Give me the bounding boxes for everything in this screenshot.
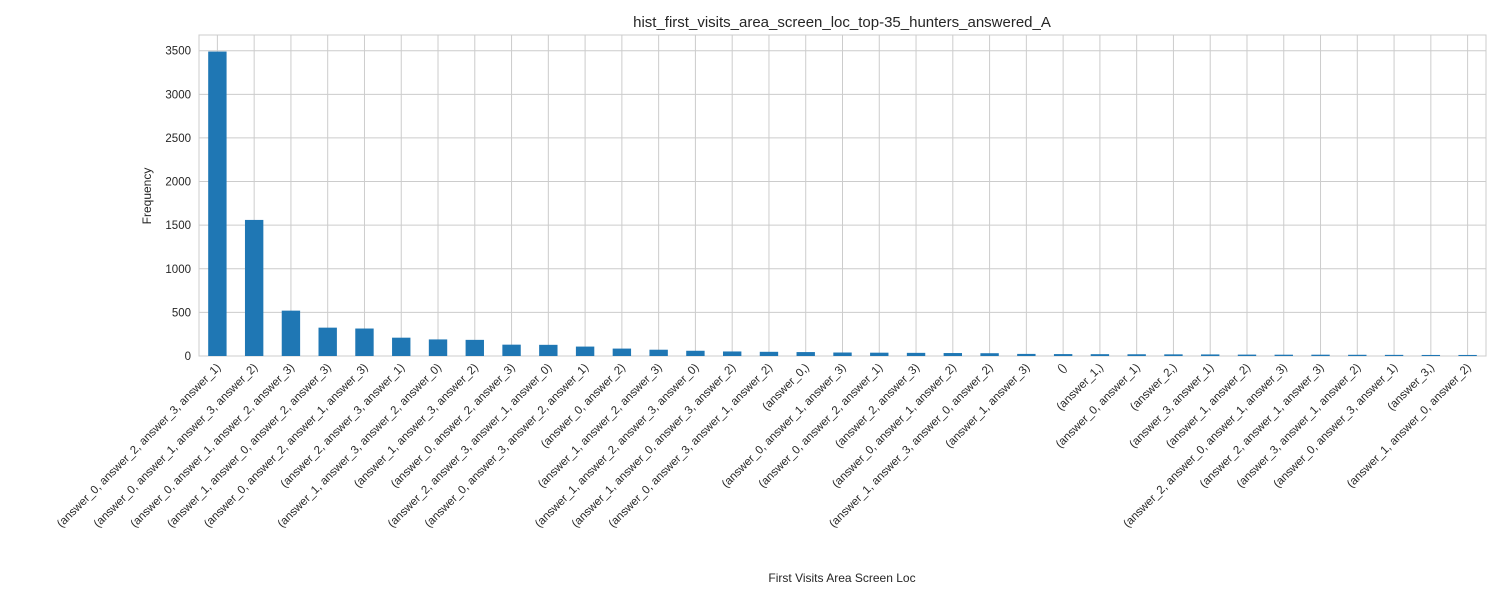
bar <box>1090 354 1110 356</box>
grid-lines <box>199 35 1486 357</box>
chart-title: hist_first_visits_area_screen_loc_top-35… <box>633 14 1051 31</box>
y-tick-label: 500 <box>172 307 191 319</box>
bar <box>1274 354 1293 356</box>
bar <box>208 51 227 357</box>
bar <box>722 351 742 356</box>
y-tick-label: 1500 <box>165 220 191 232</box>
bar <box>1384 354 1404 356</box>
y-tick-label: 3000 <box>165 89 191 101</box>
bar <box>1164 354 1183 356</box>
bar <box>539 344 558 356</box>
bar <box>575 346 595 356</box>
bar <box>392 337 411 356</box>
y-tick-label: 3500 <box>165 46 191 58</box>
x-tick-label: (answer_0, answer_1, answer_2, answer_3) <box>129 362 298 531</box>
bar <box>612 348 632 356</box>
bar <box>428 339 448 356</box>
bar <box>796 352 815 356</box>
bar <box>244 219 264 356</box>
bar <box>1311 354 1330 356</box>
bar <box>465 339 484 356</box>
bar <box>870 352 889 356</box>
bar <box>1201 354 1220 356</box>
bar <box>833 352 852 356</box>
y-tick-label: 0 <box>185 351 191 363</box>
bar <box>686 350 705 356</box>
bar <box>649 349 668 356</box>
x-axis-label: First Visits Area Screen Loc <box>768 571 915 585</box>
bar <box>1458 354 1477 356</box>
bar <box>759 351 779 356</box>
bar <box>281 310 301 356</box>
bar <box>980 353 999 356</box>
bar <box>1127 354 1146 356</box>
x-tick-labels: (answer_0, answer_2, answer_3, answer_1)… <box>55 362 1474 531</box>
bar <box>355 328 374 356</box>
y-tick-label: 2000 <box>165 177 191 189</box>
x-tick-label: () <box>1055 362 1069 376</box>
bar <box>1053 354 1073 356</box>
bar <box>906 352 926 356</box>
y-tick-label: 1000 <box>165 264 191 276</box>
bars <box>208 51 1477 357</box>
bar <box>318 327 337 356</box>
bar <box>502 344 521 356</box>
bar <box>1348 354 1367 356</box>
y-axis-label: Frequency <box>140 168 154 225</box>
y-tick-label: 2500 <box>165 133 191 145</box>
bar <box>1017 353 1036 356</box>
bar <box>943 353 963 356</box>
bar <box>1237 354 1257 356</box>
bar <box>1421 354 1441 356</box>
y-tick-labels: 0 500 1000 1500 2000 2500 3000 3500 <box>165 46 191 363</box>
